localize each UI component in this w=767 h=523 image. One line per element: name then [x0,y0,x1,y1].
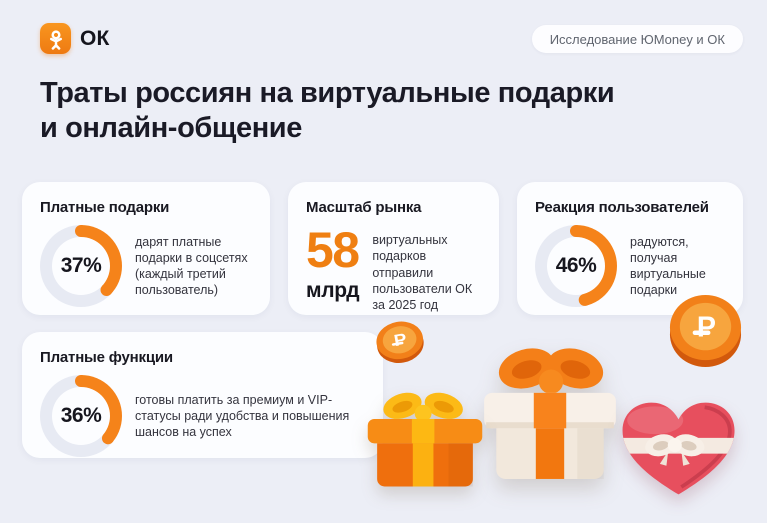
card-paid-features-title: Платные функции [40,349,173,366]
card-paid-features-description: готовы платить за премиум и VIP-статусы … [135,392,350,440]
heart-gift-box-icon [616,398,742,500]
donut-chart-paid-gifts: 37% [40,225,122,307]
page-title-line2: и онлайн-общение [40,112,302,145]
svg-text:P: P [392,329,408,349]
page-title-line1: Траты россиян на виртуальные подарки [40,77,615,109]
card-market-scale-description: виртуальных подарков отправили пользоват… [372,233,473,312]
page-title: Траты россиян на виртуальные подарки и он… [40,76,740,146]
donut-chart-paid-features: 36% [40,375,122,457]
brand-name: ОК [80,26,110,50]
card-paid-features: Платные функции 36% готовы платить за пр… [22,332,383,458]
ok-logo-icon [40,23,71,54]
card-market-scale: Масштаб рынка 58 млрд виртуальных подарк… [288,182,499,315]
stats-row: Платные подарки 37% дарят платные подарк… [22,182,743,315]
research-badge: Исследование ЮMoney и ОК [531,25,743,53]
market-value: 58 [306,222,360,278]
donut-percent-label: 46% [555,254,597,277]
card-paid-gifts-description: дарят платные подарки в соцсетях (каждый… [135,234,248,298]
donut-percent-label: 37% [60,254,102,277]
donut-percent-label: 36% [60,404,102,427]
card-paid-gifts-title: Платные подарки [40,199,170,216]
card-user-reaction: Реакция пользователей 46% радуются, полу… [517,182,743,315]
card-market-scale-title: Масштаб рынка [306,199,422,216]
brand: ОК [40,23,110,54]
card-paid-gifts: Платные подарки 37% дарят платные подарк… [22,182,270,315]
donut-chart-user-reaction: 46% [535,225,617,308]
svg-text:P: P [697,311,716,343]
market-unit: млрд [306,278,360,302]
card-user-reaction-description: радуются, получая виртуальные подарки [630,234,706,298]
gift-box-white-icon [474,330,626,482]
card-user-reaction-title: Реакция пользователей [535,199,709,216]
